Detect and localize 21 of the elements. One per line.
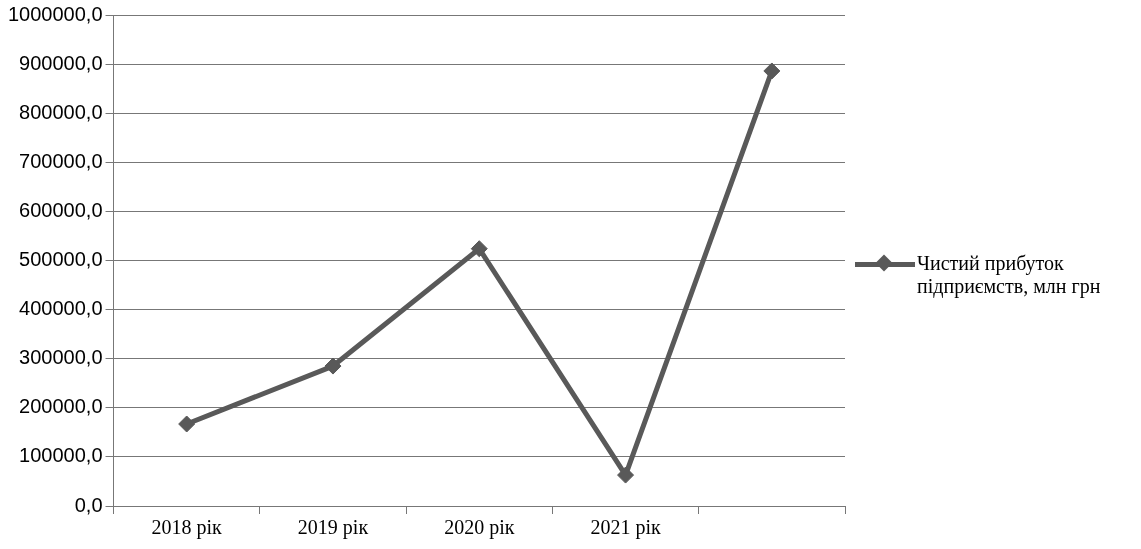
y-tick-label: 200000,0 [19, 395, 103, 418]
y-tick-label: 400000,0 [19, 297, 103, 320]
y-tick-label: 600000,0 [19, 198, 103, 221]
y-tick-label: 1000000,0 [7, 2, 103, 25]
legend-label: Чистий прибуток підприємств, млн грн [917, 251, 1102, 298]
x-tick-label: 2019 рік [297, 516, 369, 540]
point [763, 62, 781, 80]
x-tick-label: 2020 рік [444, 516, 515, 540]
y-tick-label: 500000,0 [19, 248, 103, 271]
point [324, 357, 342, 375]
y-tick-label: 900000,0 [19, 51, 103, 74]
x-tick-label: 2018 рік [151, 516, 223, 540]
point [617, 466, 635, 484]
y-tick-label: 800000,0 [19, 100, 103, 123]
point [470, 240, 488, 258]
y-tick-label: 700000,0 [19, 149, 103, 172]
y-tick-label: 300000,0 [19, 346, 103, 369]
x-tick-label: 2021 рік [590, 516, 661, 540]
point [178, 415, 196, 433]
y-tick-label: 0,0 [74, 493, 103, 516]
y-tick-label: 100000,0 [19, 444, 103, 467]
